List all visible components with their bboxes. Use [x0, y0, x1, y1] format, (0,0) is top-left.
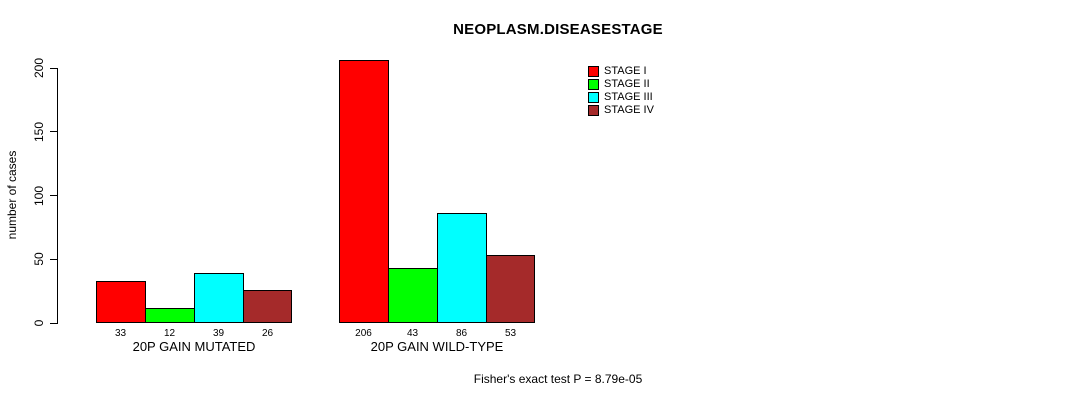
y-tick-label-100: 100 — [32, 185, 46, 206]
legend: STAGE I STAGE II STAGE III STAGE IV — [588, 65, 654, 117]
legend-swatch-stage-iv — [588, 105, 599, 116]
y-tick-mark-50 — [50, 258, 58, 260]
y-tick-label-150: 150 — [32, 121, 46, 142]
chart-title: NEOPLASM.DISEASESTAGE — [453, 21, 663, 38]
y-tick-label-50: 50 — [32, 252, 46, 266]
legend-item-stage-iv: STAGE IV — [588, 104, 654, 117]
bar-stage-iii-20p-gain-wild-type — [437, 213, 487, 323]
group-label-20p-gain-mutated: 20P GAIN MUTATED — [132, 339, 256, 354]
bar-value-label-stage-iii-20p-gain-mutated: 39 — [212, 328, 225, 339]
y-axis-line — [57, 68, 58, 324]
y-tick-label-200: 200 — [32, 57, 46, 79]
legend-item-stage-iii: STAGE III — [588, 91, 654, 104]
bar-stage-iv-20p-gain-mutated — [243, 289, 292, 323]
fisher-exact-test-annotation: Fisher's exact test P = 8.79e-05 — [473, 372, 643, 386]
bar-value-label-stage-i-20p-gain-mutated: 33 — [114, 328, 127, 339]
y-tick-mark-0 — [50, 322, 58, 324]
legend-label-stage-i: STAGE I — [604, 65, 647, 77]
legend-label-stage-iii: STAGE III — [604, 91, 653, 103]
legend-swatch-stage-ii — [588, 79, 599, 90]
legend-item-stage-i: STAGE I — [588, 65, 654, 78]
y-axis-label: number of cases — [5, 150, 19, 240]
bar-value-label-stage-ii-20p-gain-mutated: 12 — [163, 328, 176, 339]
legend-swatch-stage-i — [588, 66, 599, 77]
group-label-20p-gain-wild-type: 20P GAIN WILD-TYPE — [370, 339, 504, 354]
legend-swatch-stage-iii — [588, 92, 599, 103]
bar-value-label-stage-iii-20p-gain-wild-type: 86 — [455, 328, 468, 339]
y-tick-label-0: 0 — [32, 319, 46, 327]
y-tick-mark-100 — [50, 195, 58, 196]
legend-item-stage-ii: STAGE II — [588, 78, 654, 91]
bar-stage-ii-20p-gain-wild-type — [388, 268, 438, 323]
bar-stage-i-20p-gain-wild-type — [339, 60, 389, 323]
legend-label-stage-iv: STAGE IV — [604, 104, 654, 116]
bar-stage-iv-20p-gain-wild-type — [486, 255, 535, 323]
bar-value-label-stage-ii-20p-gain-wild-type: 43 — [406, 328, 419, 339]
y-tick-mark-150 — [50, 131, 58, 133]
bar-value-label-stage-iv-20p-gain-wild-type: 53 — [504, 328, 517, 339]
legend-label-stage-ii: STAGE II — [604, 78, 650, 90]
bar-stage-i-20p-gain-mutated — [96, 280, 146, 323]
bar-stage-ii-20p-gain-mutated — [145, 307, 195, 323]
bar-value-label-stage-i-20p-gain-wild-type: 206 — [355, 328, 372, 339]
bar-value-label-stage-iv-20p-gain-mutated: 26 — [261, 328, 274, 339]
y-tick-mark-200 — [50, 67, 58, 69]
bar-stage-iii-20p-gain-mutated — [194, 273, 244, 323]
